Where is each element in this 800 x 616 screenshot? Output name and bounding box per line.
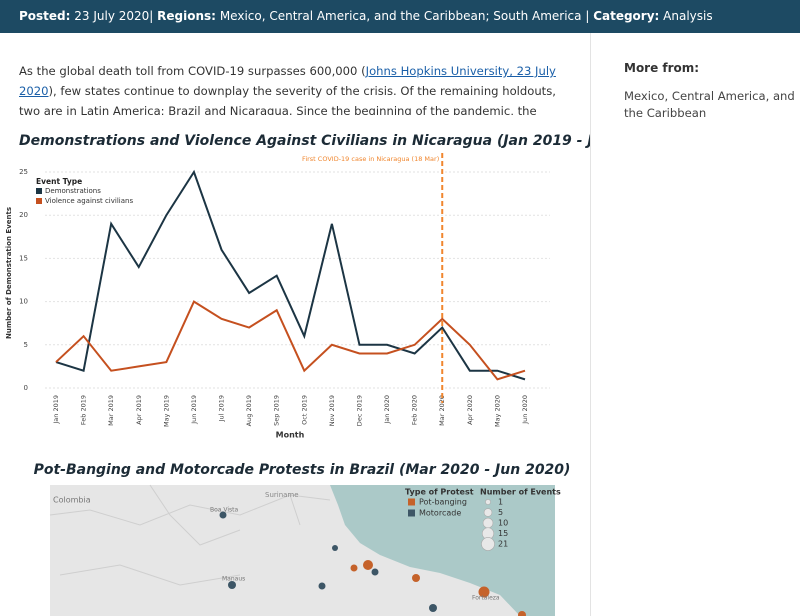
map-dot (318, 582, 326, 590)
article-text: As the global death toll from COVID-19 s… (19, 61, 564, 115)
map-dot (219, 511, 227, 519)
x-tick-label: Aug 2019 (245, 395, 253, 426)
map-dot (228, 581, 236, 589)
x-tick-label: Mar 2020 (438, 395, 446, 426)
x-tick-label: Feb 2020 (411, 395, 419, 425)
annotation: First COVID-19 case in Nicaragua (18 Mar… (302, 155, 439, 163)
text: As the global death toll from COVID-19 s… (19, 64, 366, 78)
header-label: Regions: (157, 9, 216, 23)
series-line (55, 169, 526, 381)
series-line (55, 300, 526, 381)
size-legend-label: 10 (498, 519, 508, 528)
size-legend-circle (485, 499, 491, 505)
legend-label: Demonstrations (45, 187, 101, 195)
sidebar: More from: Mexico, Central America, and … (590, 33, 800, 616)
chart-title: Demonstrations and Violence Against Civi… (19, 133, 590, 149)
header-value: Analysis (663, 9, 713, 23)
place-label: Suriname (265, 491, 299, 499)
place-label: Manaus (222, 576, 245, 583)
header-bar: Posted: 23 July 2020| Regions: Mexico, C… (0, 0, 800, 33)
legend-swatch (408, 509, 415, 517)
size-legend-label: 21 (498, 540, 508, 549)
map-borders (49, 484, 331, 586)
size-legend-label: 5 (498, 508, 503, 517)
sidebar-heading: More from: (624, 61, 700, 75)
size-legend-circle (482, 517, 494, 529)
legend-label: Motorcade (419, 509, 461, 518)
legend-label: Violence against civilians (45, 197, 133, 205)
y-axis-label: Number of Demonstration Events (5, 207, 13, 339)
y-tick-label: 0 (24, 384, 28, 392)
map-dot (332, 545, 338, 551)
map-dot (518, 611, 526, 616)
line-chart: Demonstrations and Violence Against Civi… (5, 133, 590, 440)
x-tick-label: Jan 2020 (383, 395, 391, 425)
map-dots (219, 511, 526, 616)
x-tick-label: Jun 2019 (190, 395, 198, 425)
x-tick-label: Jan 2019 (52, 395, 60, 425)
legend-swatch (36, 188, 42, 194)
y-tick-label: 5 (24, 341, 28, 349)
map-dot (478, 586, 490, 598)
x-tick-label: Mar 2019 (107, 395, 115, 426)
y-tick-label: 10 (19, 298, 28, 306)
x-tick-label: Oct 2019 (300, 395, 308, 425)
x-tick-label: Jul 2019 (218, 395, 226, 422)
header-label: Posted: (19, 9, 71, 23)
map-ocean (330, 485, 555, 616)
place-label: Colombia (53, 496, 91, 505)
x-tick-label: Sep 2019 (273, 395, 281, 426)
map-dot (429, 604, 437, 612)
map-dot (371, 568, 379, 576)
y-tick-label: 20 (19, 211, 28, 219)
legend-swatch (36, 198, 42, 204)
x-tick-label: Nov 2019 (328, 395, 336, 426)
x-axis-label: Month (276, 431, 305, 440)
size-legend-circle (481, 537, 495, 551)
text: ), few states continue to downplay the s… (19, 84, 556, 115)
map-dot (350, 564, 358, 572)
x-tick-label: Jun 2020 (521, 395, 529, 425)
map-figure: Pot-Banging and Motorcade Protests in Br… (34, 462, 571, 616)
legend-title: Event Type (36, 177, 82, 186)
place-label: Boa Vista (210, 507, 238, 514)
size-legend-label: 1 (498, 498, 503, 507)
source-link[interactable]: Johns Hopkins University, 23 July 2020 (19, 64, 556, 98)
y-tick-label: 15 (19, 254, 28, 262)
x-tick-label: May 2019 (162, 395, 170, 427)
legend-label: Pot-banging (419, 498, 467, 507)
map-dot (412, 574, 420, 582)
map-dot (363, 560, 373, 570)
x-tick-label: Apr 2020 (466, 395, 474, 425)
size-legend-circle (483, 508, 493, 517)
legend-title: Type of Protest (405, 488, 474, 497)
header-value: Mexico, Central America, and the Caribbe… (219, 9, 590, 23)
y-tick-label: 25 (19, 168, 28, 176)
x-tick-label: Dec 2019 (355, 395, 363, 426)
size-legend-label: 15 (498, 529, 508, 538)
header-label: Category: (593, 9, 660, 23)
sidebar-link[interactable]: Mexico, Central America, and the Caribbe… (624, 89, 795, 120)
legend-title: Number of Events (480, 488, 561, 497)
place-label: Fortaleza (472, 595, 500, 602)
x-tick-label: Feb 2019 (80, 395, 88, 425)
x-tick-label: Apr 2019 (135, 395, 143, 425)
x-tick-label: May 2020 (493, 395, 501, 427)
header-value: 23 July 2020| (74, 9, 154, 23)
legend-swatch (408, 498, 415, 506)
map-title: Pot-Banging and Motorcade Protests in Br… (34, 462, 571, 478)
